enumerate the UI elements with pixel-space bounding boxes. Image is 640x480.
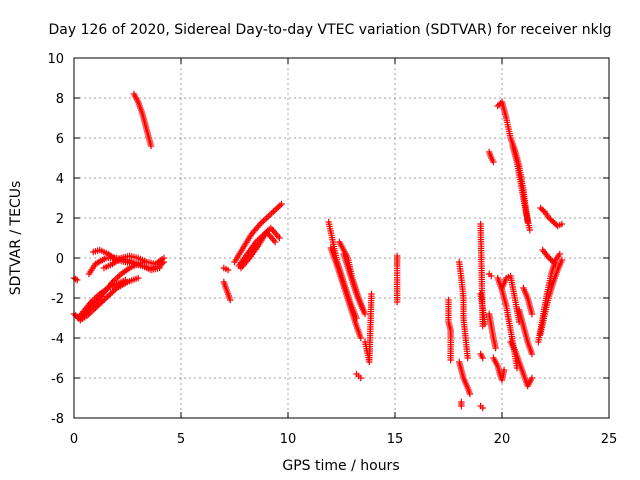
x-tick-label: 10 [280, 432, 297, 447]
data-point [528, 374, 536, 382]
x-tick-label: 25 [601, 432, 618, 447]
data-point [464, 354, 471, 362]
data-point [558, 256, 566, 264]
data-point [96, 300, 104, 307]
y-tick-label: -4 [51, 332, 64, 347]
data-point [276, 202, 284, 209]
data-point [278, 200, 285, 208]
data-point [156, 264, 163, 272]
data-point [276, 234, 283, 242]
data-point [361, 310, 369, 318]
data-point [110, 287, 117, 295]
data-point [488, 272, 495, 280]
y-tick-label: 0 [56, 252, 64, 267]
data-point [224, 266, 232, 274]
data-point [104, 293, 111, 300]
data-point [368, 290, 375, 298]
data-point [357, 374, 364, 382]
data-point [109, 289, 116, 296]
data-point [160, 254, 168, 262]
y-tick-label: 10 [47, 52, 64, 67]
x-tick-label: 0 [70, 432, 78, 447]
data-point [490, 158, 497, 166]
data-point [261, 216, 269, 223]
data-point [528, 350, 536, 358]
data-point [112, 286, 119, 293]
data-point [72, 275, 79, 283]
data-point [500, 366, 508, 374]
data-point [556, 250, 563, 258]
plot-frame [73, 57, 610, 419]
x-axis-label: GPS time / hours [282, 458, 399, 474]
data-point [74, 276, 81, 284]
data-point [271, 238, 279, 246]
data-point [458, 402, 465, 410]
data-point [275, 203, 282, 211]
data-point [357, 334, 364, 342]
data-point [147, 142, 155, 150]
data-point [479, 404, 486, 412]
data-point [558, 220, 566, 228]
x-tick-label: 5 [177, 432, 185, 447]
y-tick-label: 4 [56, 172, 64, 187]
data-point [528, 310, 536, 318]
data-point [135, 274, 142, 282]
data-point [260, 217, 267, 225]
data-point [447, 356, 454, 364]
data-point [102, 294, 110, 302]
x-tick-label: 15 [387, 432, 404, 447]
data-point [99, 297, 107, 305]
data-point [273, 205, 280, 212]
data-point [101, 296, 108, 303]
y-tick-label: 6 [56, 132, 64, 147]
data-point [98, 299, 105, 306]
data-point [227, 296, 234, 304]
data-point [258, 219, 265, 226]
y-axis-label: SDTVAR / TECUs [8, 181, 24, 296]
y-tick-label: -2 [51, 292, 64, 307]
data-point [479, 354, 486, 362]
data-point [359, 306, 367, 314]
data-point [93, 303, 101, 310]
y-tick-label: 8 [56, 92, 64, 107]
data-point [552, 260, 559, 268]
y-tick-label: -8 [51, 412, 64, 427]
x-tick-label: 20 [494, 432, 511, 447]
grid-lines [74, 58, 609, 418]
data-point [107, 290, 114, 297]
data-point [92, 304, 99, 312]
axis-ticks: 0 5 10 15 20 25 -8 -6 -4 -2 0 2 4 6 8 10 [47, 52, 617, 447]
data-point [540, 207, 547, 214]
data-point [122, 276, 129, 284]
chart-title: Day 126 of 2020, Sidereal Day-to-day VTE… [49, 22, 612, 38]
data-points [70, 90, 566, 412]
data-point [479, 322, 486, 330]
data-point [492, 344, 499, 352]
data-point [466, 390, 474, 398]
data-point [95, 301, 102, 309]
y-tick-label: -6 [51, 372, 64, 387]
data-point [526, 226, 534, 234]
y-tick-label: 2 [56, 212, 64, 227]
data-point [393, 298, 401, 306]
data-point [105, 291, 113, 299]
